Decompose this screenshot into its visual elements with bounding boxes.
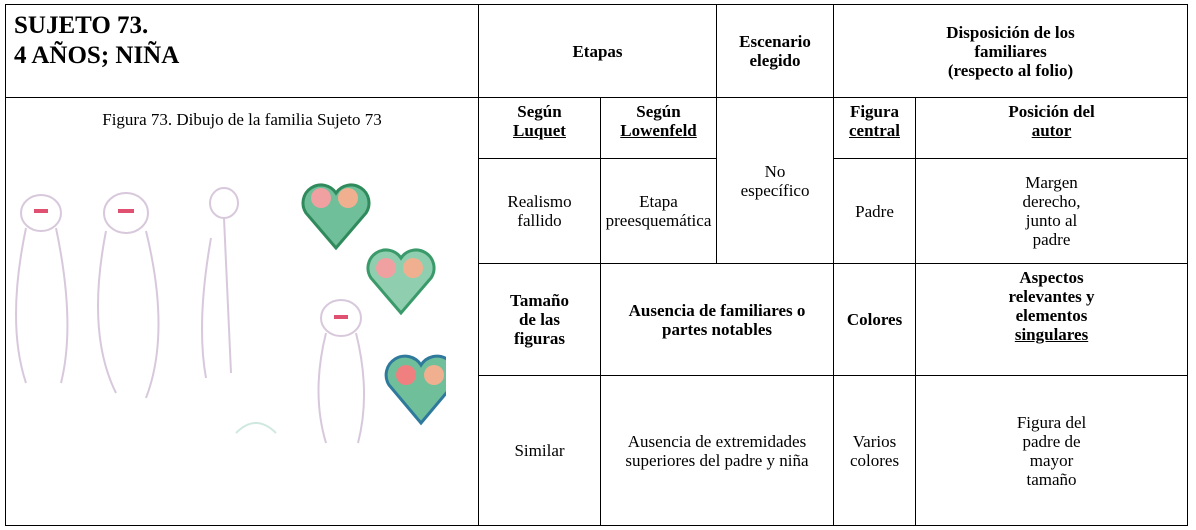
text-line: padre de (1022, 431, 1081, 451)
luquet-header: Según Luquet (478, 97, 601, 159)
lowenfeld-header: Según Lowenfeld (599, 97, 718, 159)
text-line: SUJETO 73. (14, 12, 149, 39)
text-line: elementos (1015, 306, 1088, 325)
text-line: Realismo (507, 192, 572, 211)
text-line: Disposición de los (946, 22, 1075, 42)
text-line: (respecto al folio) (947, 60, 1074, 80)
text-line: mayor (1029, 450, 1074, 470)
text-line: de las (518, 310, 561, 329)
text-line: Figura (849, 102, 900, 121)
text-line: tamaño (1026, 469, 1077, 489)
text-line: fallido (517, 211, 562, 230)
text-line: Tamaño (510, 291, 569, 310)
text-line: central (849, 121, 900, 140)
figures (15, 187, 366, 444)
text-line: Etapa (639, 192, 678, 211)
ausencia-value: Ausencia de extremidades superiores del p… (599, 375, 835, 526)
text-line: Figura del (1016, 412, 1087, 432)
etapas-header: Etapas (477, 4, 718, 98)
text-line: Aspectos (1019, 268, 1084, 287)
text-line: Ausencia de familiares o (628, 300, 806, 320)
text-line: Varios (852, 431, 897, 451)
figura-central-header: Figura central (833, 97, 917, 159)
text-line: elegido (749, 51, 801, 70)
escenario-header: Escenario elegido (716, 4, 835, 98)
figura-central-value: Padre (833, 158, 917, 264)
text-line: partes notables (661, 319, 773, 339)
family-drawing (15, 183, 446, 444)
tamano-value: Similar (478, 375, 601, 526)
hearts (301, 183, 446, 426)
text-line: familiares (974, 41, 1047, 61)
text-line: Luquet (513, 121, 566, 140)
text-line: preesquemática (605, 211, 712, 230)
escenario-value: No específico (716, 97, 835, 264)
lowenfeld-value: Etapa preesquemática (599, 158, 718, 264)
text-line: No (764, 161, 786, 181)
text-line: Margen (1025, 173, 1078, 192)
posicion-value: Margen derecho, junto al padre (915, 158, 1189, 264)
aspectos-value: Figura del padre de mayor tamaño (915, 375, 1189, 526)
figure-cell: Figura 73. Dibujo de la familia Sujeto 7… (5, 97, 479, 526)
text-line: Posición del (1008, 102, 1095, 121)
text-line: padre (1032, 230, 1071, 249)
colores-header: Colores (833, 263, 917, 376)
text-line: Escenario (739, 32, 811, 51)
text-line: autor (1031, 121, 1072, 140)
subject-table: SUJETO 73. 4 AÑOS; NIÑA Etapas Escenario e… (5, 4, 1189, 526)
faces (34, 209, 348, 319)
aspectos-header: Aspectos relevantes y elementos singulares (915, 263, 1189, 376)
ausencia-header: Ausencia de familiares o partes notables (599, 263, 835, 376)
text-line: 4 AÑOS; NIÑA (14, 42, 180, 69)
luquet-value: Realismo fallido (478, 158, 601, 264)
text-line: junto al (1025, 211, 1078, 230)
subject-title: SUJETO 73. 4 AÑOS; NIÑA (5, 4, 479, 98)
figure-caption: Figura 73. Dibujo de la familia Sujeto 7… (102, 110, 382, 129)
text-line: específico (740, 180, 810, 200)
text-line: figuras (514, 329, 565, 348)
text-line: Según (636, 102, 681, 121)
tamano-header: Tamaño de las figuras (478, 263, 601, 376)
text-line: Según (517, 102, 562, 121)
text-line: derecho, (1022, 192, 1081, 211)
text-line: relevantes y (1008, 287, 1095, 306)
text-line: singulares (1014, 325, 1089, 344)
colores-value: Varios colores (833, 375, 917, 526)
text-line: Lowenfeld (620, 121, 697, 140)
text-line: Ausencia de extremidades (627, 431, 807, 451)
text-line: colores (849, 450, 900, 470)
disposicion-header: Disposición de los familiares (respecto al… (833, 4, 1189, 98)
posicion-header: Posición del autor (915, 97, 1189, 159)
text-line: superiores del padre y niña (625, 450, 809, 470)
